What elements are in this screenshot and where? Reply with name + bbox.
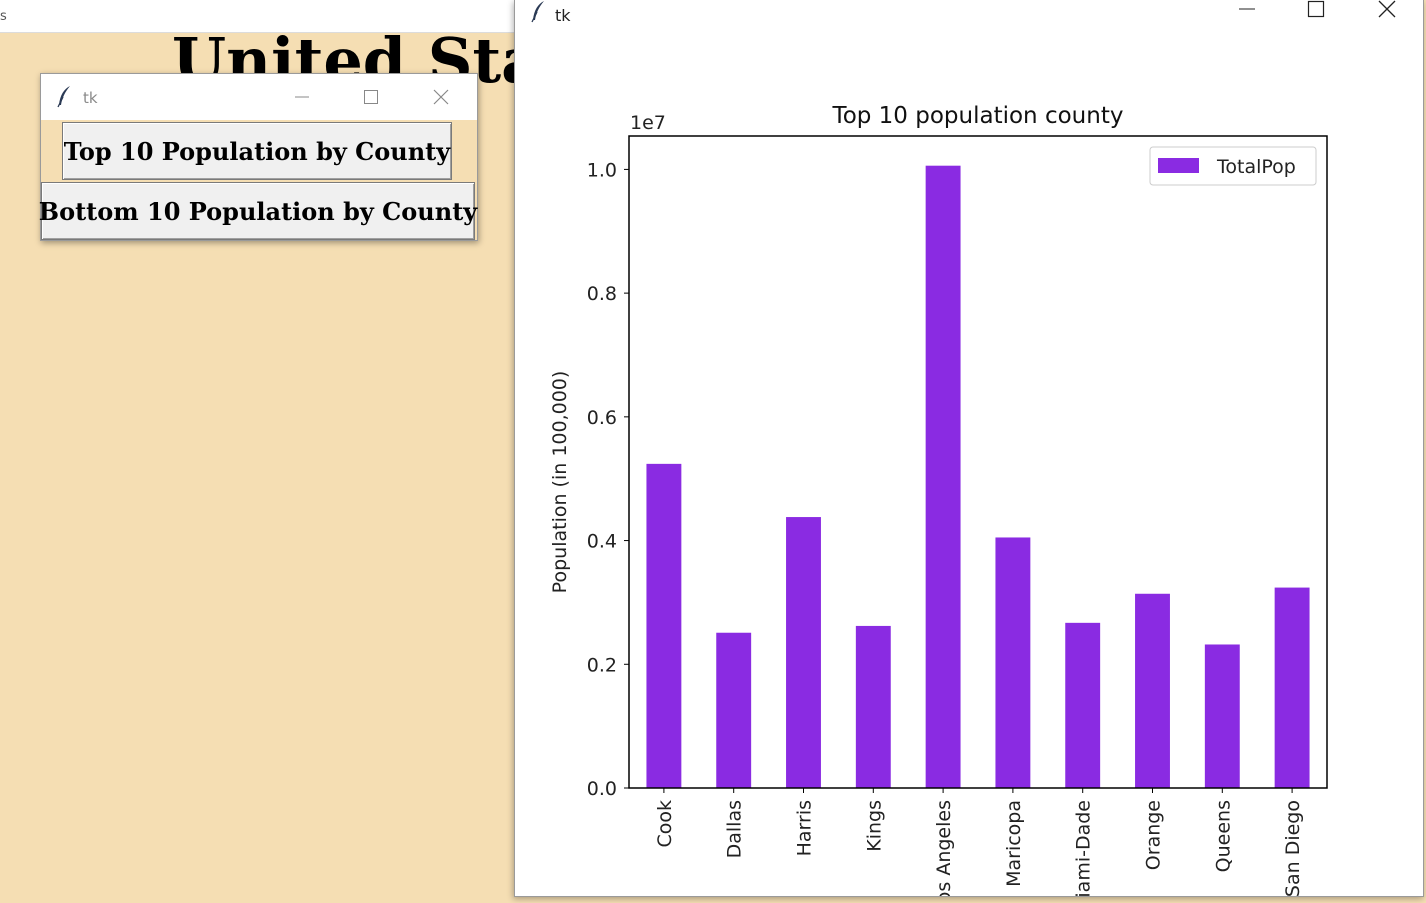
maximize-icon	[1307, 0, 1325, 18]
y-tick-label: 0.6	[587, 407, 617, 429]
x-tick-label: Maricopa	[1003, 800, 1025, 887]
y-offset-label: 1e7	[630, 112, 666, 134]
x-tick-label: Queens	[1212, 800, 1234, 872]
y-tick-label: 0.0	[587, 778, 617, 800]
bar	[855, 625, 891, 788]
bar	[716, 632, 752, 788]
x-tick-label: Dallas	[724, 800, 746, 858]
tk-feather-icon	[57, 86, 70, 108]
close-button[interactable]	[426, 82, 456, 112]
bar	[646, 463, 682, 788]
x-tick-label: Harris	[794, 800, 816, 856]
close-button[interactable]	[1372, 0, 1402, 24]
buttons-window-titlebar[interactable]: tk	[41, 74, 477, 120]
plot-frame	[628, 135, 1328, 789]
bar-chart: Cook Dallas Harris Kings Los Angeles Maricopa…	[549, 103, 1328, 896]
bar	[1065, 622, 1101, 788]
y-tick-label: 0.2	[587, 654, 617, 676]
legend-label: TotalPop	[1216, 156, 1296, 178]
chart-window: tk Cook Dallas Harris Kings Los Angeles Maric…	[514, 0, 1424, 897]
x-tick-label: Miami-Dade	[1073, 800, 1095, 896]
tk-feather-icon	[531, 1, 544, 23]
chart-title: Top 10 population county	[832, 103, 1124, 129]
x-tick-label: Orange	[1143, 800, 1165, 870]
y-axis-label: Population (in 100,000)	[549, 371, 571, 594]
legend-box	[1149, 146, 1317, 186]
chart-window-titlebar[interactable]: tk	[515, 0, 1423, 32]
x-tick-label: Kings	[863, 800, 885, 852]
bar	[995, 537, 1031, 788]
maximize-icon	[364, 90, 378, 104]
top-10-population-button[interactable]: Top 10 Population by County	[62, 122, 452, 180]
chart-window-title: tk	[555, 6, 571, 25]
maximize-button[interactable]	[356, 82, 386, 112]
x-tick-label: Cook	[654, 800, 676, 848]
close-icon	[1378, 0, 1396, 18]
minimize-button[interactable]	[1232, 0, 1262, 24]
bottom-10-population-button[interactable]: Bottom 10 Population by County	[39, 182, 477, 240]
y-tick-label: 1.0	[587, 159, 617, 181]
y-tick-label: 0.4	[587, 531, 617, 553]
buttons-window-title: tk	[83, 89, 98, 107]
chart-canvas: Cook Dallas Harris Kings Los Angeles Maricopa…	[515, 32, 1423, 896]
bar	[925, 165, 961, 788]
bar	[1135, 593, 1170, 788]
minimize-icon	[1239, 8, 1255, 10]
close-icon	[433, 89, 449, 105]
legend-swatch	[1158, 158, 1199, 173]
buttons-window: tk Top 10 Population by County Bottom 10…	[39, 73, 478, 241]
x-tick-label: San Diego	[1282, 800, 1304, 896]
bar	[1204, 644, 1240, 788]
background-window-titlebar: s	[0, 0, 520, 33]
maximize-button[interactable]	[1301, 0, 1331, 24]
y-tick-label: 0.8	[587, 283, 617, 305]
minimize-icon	[295, 96, 309, 98]
minimize-button[interactable]	[287, 82, 317, 112]
bar	[1274, 587, 1310, 788]
x-tick-label: Los Angeles	[933, 800, 955, 896]
bar	[786, 517, 821, 788]
background-window-title: s	[0, 9, 7, 24]
